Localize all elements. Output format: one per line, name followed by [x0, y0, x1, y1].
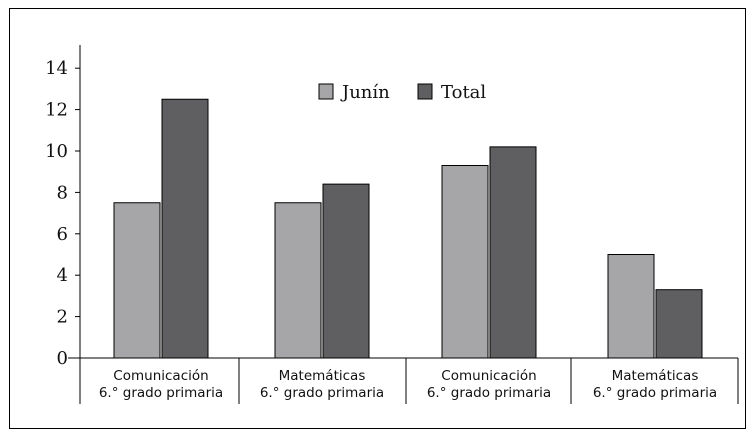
bar-junín-1: [113, 202, 161, 359]
bar-total-1: [161, 98, 209, 359]
legend-swatch-junín: [318, 83, 334, 100]
y-axis: [75, 45, 81, 359]
bar-total-4: [655, 289, 703, 359]
bar-total-3: [489, 146, 537, 359]
y-tick-label: 8: [57, 182, 68, 203]
y-tick-label: 12: [45, 100, 68, 121]
y-tick-labels: 0 2 4 6 8 10 12 14: [45, 58, 68, 369]
bar-total-2: [322, 183, 370, 359]
category-label: 6.° grado primaria: [593, 385, 717, 401]
category-label: Comunicación: [441, 368, 536, 384]
category-label: Comunicación: [113, 368, 208, 384]
legend-label-total: Total: [441, 82, 486, 103]
y-tick-label: 14: [45, 58, 68, 79]
y-tick-label: 6: [57, 224, 68, 245]
y-tick-label: 10: [45, 141, 68, 162]
bar-junín-2: [274, 202, 322, 359]
category-label: 6.° grado primaria: [99, 385, 223, 401]
category-label: 6.° grado primaria: [427, 385, 551, 401]
legend: Junín Total: [318, 82, 486, 103]
legend-label-junín: Junín: [340, 82, 390, 103]
y-tick-label: 4: [57, 265, 68, 286]
category-label: Matemáticas: [612, 368, 699, 384]
bars: [113, 98, 703, 359]
bar-junín-3: [441, 164, 489, 359]
legend-swatch-total: [417, 83, 433, 100]
category-label: Matemáticas: [279, 368, 366, 384]
y-tick-label: 0: [57, 348, 68, 369]
chart-frame: [9, 8, 746, 429]
y-tick-label: 2: [57, 307, 68, 328]
bar-junín-4: [607, 254, 655, 359]
category-label: 6.° grado primaria: [260, 385, 384, 401]
x-axis: [68, 357, 739, 404]
